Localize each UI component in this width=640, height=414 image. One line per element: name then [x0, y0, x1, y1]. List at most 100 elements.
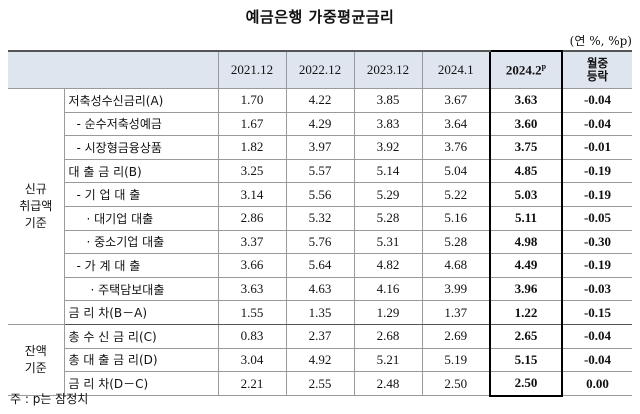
cell: 1.67 — [217, 111, 287, 137]
cell-change: -0.19 — [561, 158, 632, 184]
cell: 5.04 — [421, 158, 491, 184]
table-row: - 순수저축성예금 1.67 4.29 3.83 3.64 3.60 -0.04 — [8, 111, 632, 137]
header-change-line2: 등락 — [586, 69, 609, 83]
cell: 5.31 — [353, 229, 423, 255]
row-label: 금 리 차(D－C) — [63, 371, 219, 397]
cell: 1.29 — [353, 300, 423, 325]
cell-current: 4.49 — [489, 253, 563, 278]
header-col-4: 2024.1 — [421, 50, 491, 89]
cell: 3.67 — [421, 88, 491, 113]
header-row: 2021.12 2022.12 2023.12 2024.1 2024.2p 월… — [8, 50, 632, 89]
cell: 1.37 — [421, 300, 491, 325]
table-row: 금 리 차(B－A) 1.55 1.35 1.29 1.37 1.22 -0.1… — [8, 300, 632, 325]
group-balance-line1: 잔액 — [24, 344, 47, 359]
row-label: 대 출 금 리(B) — [63, 158, 219, 184]
table-row: 총 대 출 금 리(D) 3.04 4.92 5.21 5.19 5.15 -0… — [8, 347, 632, 373]
cell-current: 5.11 — [489, 205, 563, 231]
cell: 5.28 — [353, 205, 423, 231]
cell-change: -0.04 — [561, 347, 632, 373]
row-label: - 가 계 대 출 — [63, 253, 219, 278]
cell-current: 3.63 — [489, 88, 563, 113]
cell: 3.85 — [353, 88, 423, 113]
header-current-sup: p — [541, 61, 547, 71]
cell-current: 1.22 — [489, 300, 563, 325]
cell: 2.50 — [421, 371, 491, 397]
cell-change: -0.04 — [561, 111, 632, 137]
cell-change: -0.04 — [561, 88, 632, 113]
table-row: · 중소기업 대출 3.37 5.76 5.31 5.28 4.98 -0.30 — [8, 229, 632, 255]
group-new-line3: 기준 — [24, 215, 47, 230]
group-new-line2: 취급액 — [19, 198, 53, 213]
cell: 5.56 — [285, 182, 355, 207]
cell-change: -0.19 — [561, 253, 632, 278]
cell: 3.04 — [217, 347, 287, 373]
footnote: 주 : p는 잠정치 — [10, 392, 89, 406]
cell: 2.37 — [285, 323, 355, 349]
row-label: 총 수 신 금 리(C) — [63, 323, 219, 349]
cell: 2.21 — [217, 371, 287, 397]
interest-rate-table: 2021.12 2022.12 2023.12 2024.1 2024.2p 월… — [8, 50, 632, 397]
cell-change: -0.01 — [561, 135, 632, 160]
cell: 4.29 — [285, 111, 355, 137]
cell-change: -0.30 — [561, 229, 632, 255]
cell-current: 4.85 — [489, 158, 563, 184]
cell: 2.69 — [421, 323, 491, 349]
cell: 3.64 — [421, 111, 491, 137]
cell: 4.16 — [353, 276, 423, 302]
cell: 3.25 — [217, 158, 287, 184]
cell: 4.68 — [421, 253, 491, 278]
cell-current: 3.96 — [489, 276, 563, 302]
cell: 5.29 — [353, 182, 423, 207]
cell: 3.37 — [217, 229, 287, 255]
cell: 5.76 — [285, 229, 355, 255]
cell: 1.70 — [217, 88, 287, 113]
cell: 3.66 — [217, 253, 287, 278]
header-empty — [8, 50, 219, 89]
group-new-business: 신규 취급액 기준 — [8, 88, 65, 325]
cell: 1.82 — [217, 135, 287, 160]
row-label: · 대기업 대출 — [63, 205, 219, 231]
header-current-main: 2024.2 — [505, 62, 542, 78]
row-label: - 순수저축성예금 — [63, 111, 219, 137]
cell: 0.83 — [217, 323, 287, 349]
header-change-line1: 월중 — [586, 56, 609, 70]
cell: 3.97 — [285, 135, 355, 160]
cell: 5.21 — [353, 347, 423, 373]
cell: 4.22 — [285, 88, 355, 113]
cell-change: -0.04 — [561, 323, 632, 349]
cell-change: -0.05 — [561, 205, 632, 231]
row-label: - 시장형금융상품 — [63, 135, 219, 160]
cell: 5.19 — [421, 347, 491, 373]
cell: 5.22 — [421, 182, 491, 207]
cell: 4.82 — [353, 253, 423, 278]
table-row: - 가 계 대 출 3.66 5.64 4.82 4.68 4.49 -0.19 — [8, 253, 632, 278]
table-row: · 주택담보대출 3.63 4.63 4.16 3.99 3.96 -0.03 — [8, 276, 632, 302]
row-label: · 중소기업 대출 — [63, 229, 219, 255]
header-col-3: 2023.12 — [353, 50, 423, 89]
table-row: 대 출 금 리(B) 3.25 5.57 5.14 5.04 4.85 -0.1… — [8, 158, 632, 184]
cell-current: 2.50 — [489, 371, 563, 397]
unit-label: (연 %, %p) — [569, 34, 632, 48]
cell-change: -0.15 — [561, 300, 632, 325]
cell: 3.14 — [217, 182, 287, 207]
row-label: · 주택담보대출 — [63, 276, 219, 302]
cell-change: -0.03 — [561, 276, 632, 302]
row-label: 저축성수신금리(A) — [63, 88, 219, 113]
cell-current: 3.75 — [489, 135, 563, 160]
cell-current: 2.65 — [489, 323, 563, 349]
cell: 3.99 — [421, 276, 491, 302]
cell-change: -0.19 — [561, 182, 632, 207]
cell: 2.48 — [353, 371, 423, 397]
cell: 5.32 — [285, 205, 355, 231]
cell: 2.55 — [285, 371, 355, 397]
table-row: 신규 취급액 기준 저축성수신금리(A) 1.70 4.22 3.85 3.67 3… — [8, 88, 632, 325]
cell: 5.28 — [421, 229, 491, 255]
row-label: 금 리 차(B－A) — [63, 300, 219, 325]
cell-current: 5.15 — [489, 347, 563, 373]
cell: 5.64 — [285, 253, 355, 278]
cell-current: 4.98 — [489, 229, 563, 255]
table-row: · 대기업 대출 2.86 5.32 5.28 5.16 5.11 -0.05 — [8, 205, 632, 231]
cell: 5.57 — [285, 158, 355, 184]
cell: 3.83 — [353, 111, 423, 137]
cell: 5.14 — [353, 158, 423, 184]
